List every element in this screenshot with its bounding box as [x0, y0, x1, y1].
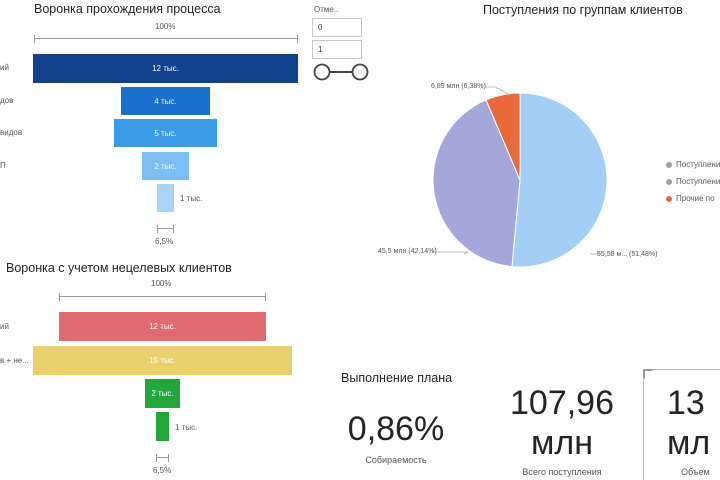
funnel1-bottom-bracket [157, 225, 174, 235]
funnel2-title: Воронка с учетом нецелевых клиентов [6, 261, 232, 275]
funnel1-title: Воронка прохождения процесса [34, 2, 221, 16]
pie-slice[interactable] [511, 92, 608, 268]
pie-legend-label: Поступлени [676, 177, 720, 186]
pie-slice-label-blue: 55,58 м... (51,48%) [597, 251, 658, 258]
pie-leader-line [485, 86, 510, 95]
funnel1-bar-value: 12 тыс. [152, 64, 179, 73]
funnel2-bar-3[interactable]: 2 тыс. [145, 379, 180, 408]
kpi-total-subtitle: Всего поступления [522, 467, 602, 477]
funnel2-top-pct: 100% [151, 279, 172, 288]
frame-edge [643, 377, 644, 480]
kpi-total-value-line2: млн [531, 424, 593, 462]
funnel1-bar-value: 5 тыс. [154, 128, 177, 138]
pie-slice-label-purple: 45,5 млн (42,14%) [378, 248, 437, 255]
kpi-plan-value: 0,86% [347, 410, 445, 448]
funnel2-bar-2[interactable]: 15 тыс. [33, 346, 292, 375]
pie-legend-item[interactable]: Поступлени [666, 160, 720, 169]
slicer-track-icon [313, 63, 369, 81]
kpi-plan-title: Выполнение плана [341, 371, 453, 385]
frame-edge [651, 369, 720, 370]
funnel1-stage-label: видов [0, 128, 23, 137]
pie-leader-line [432, 251, 469, 255]
funnel1-bottom-pct: 6,5% [155, 237, 174, 246]
funnel1-stage-label: П [0, 161, 6, 170]
funnel1-bar-value: 2 тыс. [154, 161, 177, 171]
kpi-total-value-line1: 107,96 [510, 384, 614, 422]
funnel2-bar-value: 2 тыс. [151, 389, 174, 398]
kpi-volume-value-line2: мл [667, 424, 711, 462]
legend-dot-icon [666, 161, 672, 168]
slicer-min-input[interactable]: 0 [312, 18, 362, 37]
kpi-volume-card[interactable]: 13 мл Объем [643, 369, 720, 480]
pie-title: Поступления по группам клиентов [483, 3, 683, 17]
funnel2-bar-value: 12 тыс. [149, 322, 176, 331]
funnel1-bar-value-outside: 1 тыс. [180, 194, 203, 203]
funnel2-stage-label: ий [0, 322, 9, 331]
funnel1-bar-1[interactable]: 12 тыс. [33, 54, 298, 83]
slicer-title: Отме.. [314, 5, 339, 14]
funnel1-stage-label: дов [0, 96, 14, 105]
funnel1-bar-3[interactable]: 5 тыс. [114, 119, 217, 147]
funnel2-bar-1[interactable]: 12 тыс. [59, 312, 266, 341]
pie-legend-label: Поступлени [676, 160, 720, 169]
funnel2-bottom-bracket [156, 454, 169, 464]
funnel2-top-bracket [59, 293, 266, 303]
pie-legend-item[interactable]: Поступлени [666, 177, 720, 186]
legend-dot-icon [666, 178, 672, 185]
pie-slice[interactable] [485, 92, 521, 181]
kpi-volume-value-line1: 13 [667, 384, 705, 422]
kpi-plan-subtitle: Собираемость [365, 455, 427, 465]
kpi-volume-subtitle: Объем [681, 467, 710, 477]
pie-legend-label: Прочие по [676, 194, 715, 203]
frame-corner-icon [643, 369, 653, 379]
funnel1-top-pct: 100% [155, 22, 176, 31]
funnel1-stage-label: ий [0, 63, 9, 72]
funnel2-bar-value: 15 тыс. [149, 356, 176, 365]
funnel1-bar-value: 4 тыс. [154, 96, 177, 106]
slicer-max-input[interactable]: 1 [312, 40, 362, 59]
pie-chart[interactable] [380, 80, 670, 280]
pie-slice[interactable] [432, 99, 521, 268]
funnel1-bar-4[interactable]: 2 тыс. [142, 152, 189, 180]
funnel2-bottom-pct: 6,5% [153, 466, 172, 475]
slicer-range-slider[interactable] [312, 62, 370, 82]
legend-dot-icon [666, 195, 672, 202]
pie-slice-label-orange: 6,89 млн (6,38%) [431, 83, 486, 90]
funnel2-stage-label: в + не... [0, 356, 29, 365]
pie-legend-item[interactable]: Прочие по [666, 194, 715, 203]
funnel2-bar-4[interactable] [156, 412, 169, 441]
funnel1-top-bracket [34, 35, 298, 45]
funnel2-bar-value-outside: 1 тыс. [175, 423, 198, 432]
funnel1-bar-2[interactable]: 4 тыс. [121, 87, 210, 115]
funnel1-bar-5[interactable] [157, 184, 174, 212]
